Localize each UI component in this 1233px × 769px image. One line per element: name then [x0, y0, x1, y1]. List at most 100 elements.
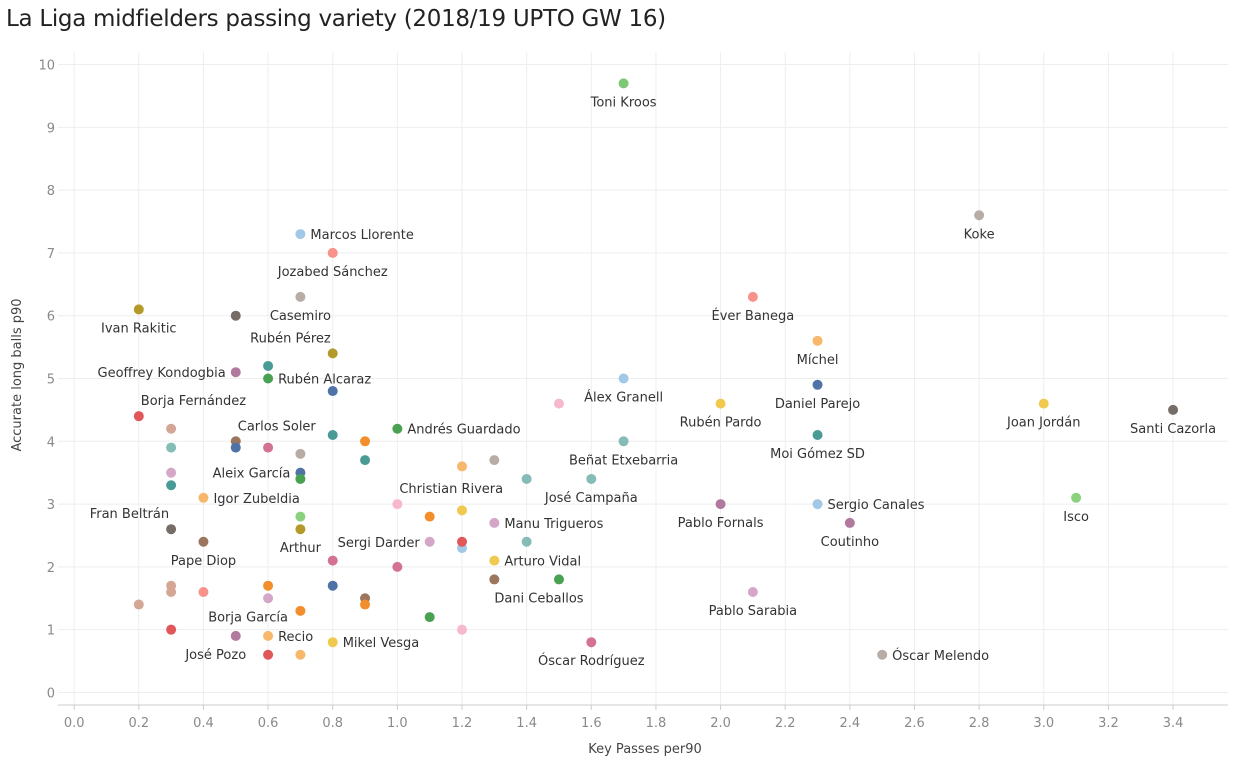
data-point[interactable] [360, 599, 371, 610]
data-point[interactable] [553, 398, 564, 409]
data-point[interactable] [295, 229, 306, 240]
data-point[interactable] [521, 473, 532, 484]
data-point[interactable] [166, 467, 177, 478]
data-point[interactable] [812, 430, 823, 441]
data-label: Daniel Parejo [775, 397, 860, 412]
data-point[interactable] [230, 310, 241, 321]
data-point[interactable] [198, 492, 209, 503]
data-label: Sergi Darder [338, 536, 421, 551]
data-point[interactable] [392, 499, 403, 510]
y-tick-label: 2 [47, 561, 55, 576]
data-label: Dani Ceballos [494, 591, 583, 606]
y-axis-label: Accurate long balls p90 [10, 298, 25, 451]
data-point[interactable] [166, 442, 177, 453]
data-point[interactable] [295, 511, 306, 522]
data-point[interactable] [327, 580, 338, 591]
data-point[interactable] [553, 574, 564, 585]
data-point[interactable] [360, 436, 371, 447]
data-point[interactable] [166, 480, 177, 491]
data-point[interactable] [844, 517, 855, 528]
data-point[interactable] [327, 247, 338, 258]
y-tick-label: 5 [47, 373, 55, 388]
data-point[interactable] [263, 360, 274, 371]
data-point[interactable] [166, 423, 177, 434]
data-point[interactable] [327, 430, 338, 441]
data-point[interactable] [457, 624, 468, 635]
data-point[interactable] [230, 367, 241, 378]
axes: 0.0 0.2 0.4 0.6 0.8 1.0 1.2 1.4 1.6 1.8 2.0 2.2 2.4 2… [38, 59, 1228, 731]
data-point[interactable] [230, 630, 241, 641]
data-point[interactable] [166, 586, 177, 597]
data-label: Koke [964, 227, 995, 242]
data-label: Andrés Guardado [407, 423, 520, 438]
data-point[interactable] [392, 561, 403, 572]
data-point[interactable] [295, 605, 306, 616]
data-point[interactable] [457, 505, 468, 516]
data-point[interactable] [1168, 404, 1179, 415]
data-label: Marcos Llorente [310, 228, 413, 243]
y-tick-label: 4 [47, 435, 55, 450]
data-label: Pape Diop [171, 554, 236, 569]
data-point[interactable] [295, 448, 306, 459]
data-point[interactable] [877, 649, 888, 660]
data-point[interactable] [424, 511, 435, 522]
data-point[interactable] [747, 586, 758, 597]
data-point[interactable] [263, 593, 274, 604]
data-point[interactable] [133, 304, 144, 315]
data-point[interactable] [747, 291, 758, 302]
data-label: Rubén Pardo [680, 416, 762, 431]
data-point[interactable] [198, 536, 209, 547]
x-tick-label: 2.8 [969, 716, 990, 731]
data-point[interactable] [263, 580, 274, 591]
data-point[interactable] [424, 536, 435, 547]
data-point[interactable] [618, 373, 629, 384]
data-point[interactable] [1071, 492, 1082, 503]
data-point[interactable] [327, 555, 338, 566]
data-point[interactable] [618, 78, 629, 89]
data-point[interactable] [133, 411, 144, 422]
x-tick-label: 1.2 [452, 716, 473, 731]
data-point[interactable] [263, 373, 274, 384]
data-point[interactable] [295, 524, 306, 535]
data-point[interactable] [457, 461, 468, 472]
data-point[interactable] [424, 612, 435, 623]
data-point[interactable] [489, 517, 500, 528]
data-point[interactable] [521, 536, 532, 547]
data-point[interactable] [166, 524, 177, 535]
data-label: Moi Gómez SD [770, 447, 865, 462]
data-point[interactable] [295, 473, 306, 484]
data-point[interactable] [295, 649, 306, 660]
data-point[interactable] [618, 436, 629, 447]
data-point[interactable] [263, 442, 274, 453]
data-point[interactable] [360, 455, 371, 466]
data-point[interactable] [198, 586, 209, 597]
data-point[interactable] [489, 574, 500, 585]
data-point[interactable] [263, 649, 274, 660]
data-point[interactable] [489, 455, 500, 466]
data-point[interactable] [586, 473, 597, 484]
data-point[interactable] [133, 599, 144, 610]
data-point[interactable] [715, 398, 726, 409]
data-point[interactable] [327, 386, 338, 397]
data-point[interactable] [586, 637, 597, 648]
data-point[interactable] [1038, 398, 1049, 409]
data-point[interactable] [327, 637, 338, 648]
data-label: Álex Granell [584, 390, 663, 406]
data-point[interactable] [489, 555, 500, 566]
data-point[interactable] [812, 379, 823, 390]
data-point[interactable] [812, 335, 823, 346]
data-label: José Pozo [184, 648, 246, 663]
data-point[interactable] [457, 536, 468, 547]
data-label: Joan Jordán [1006, 416, 1081, 431]
data-label: Christian Rivera [399, 482, 503, 497]
data-point[interactable] [263, 630, 274, 641]
data-point[interactable] [715, 499, 726, 510]
data-point[interactable] [295, 291, 306, 302]
data-point[interactable] [392, 423, 403, 434]
data-point[interactable] [812, 499, 823, 510]
data-point[interactable] [974, 210, 985, 221]
data-point[interactable] [327, 348, 338, 359]
data-point[interactable] [166, 624, 177, 635]
data-point[interactable] [230, 442, 241, 453]
x-tick-label: 2.2 [775, 716, 796, 731]
